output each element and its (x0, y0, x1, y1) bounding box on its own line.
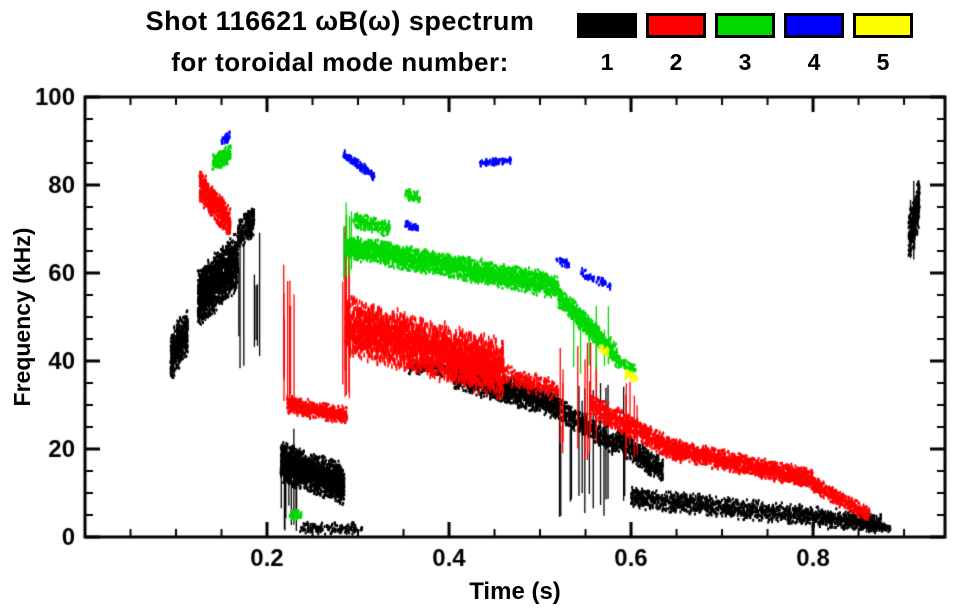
x-axis-title: Time (s) (469, 578, 561, 605)
y-axis-title: Frequency (kHz) (9, 227, 35, 407)
